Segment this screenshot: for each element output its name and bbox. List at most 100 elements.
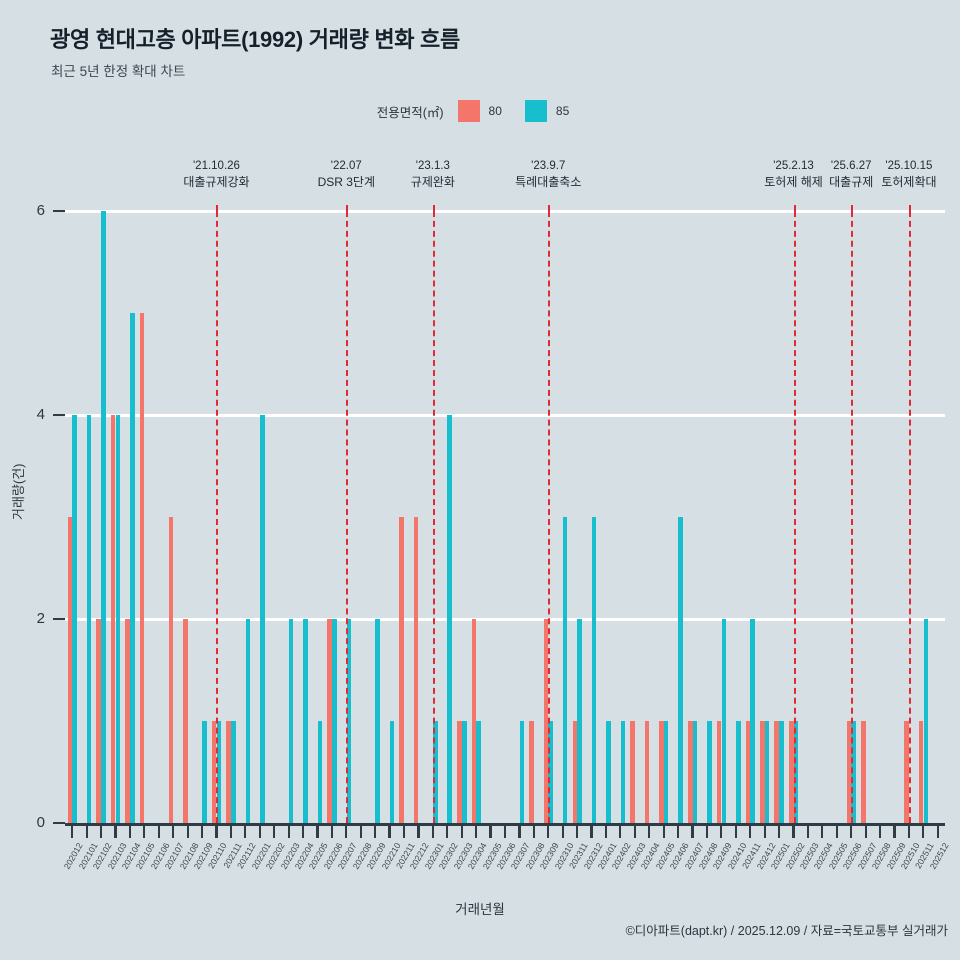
x-tick-202401 xyxy=(604,826,608,838)
bar-85-202501[interactable] xyxy=(779,721,784,823)
x-tick-202110 xyxy=(215,826,218,838)
bar-85-202103[interactable] xyxy=(115,415,121,823)
bar-80-202405[interactable] xyxy=(659,721,664,823)
bar-85-202110[interactable] xyxy=(216,721,222,823)
bar-80-202104[interactable] xyxy=(125,619,130,823)
bar-85-202406[interactable] xyxy=(678,517,683,823)
bar-85-202112[interactable] xyxy=(245,619,251,823)
x-tick-202406 xyxy=(677,826,680,838)
bar-85-202109[interactable] xyxy=(202,721,207,823)
bar-85-202012[interactable] xyxy=(72,415,77,823)
event-label-202506: '25.6.27 대출규제 xyxy=(829,158,873,190)
bar-85-202301[interactable] xyxy=(433,721,438,823)
bar-80-202308[interactable] xyxy=(529,721,534,823)
bar-85-202111[interactable] xyxy=(231,721,236,823)
bar-85-202207[interactable] xyxy=(346,619,352,823)
event-date-202506: '25.6.27 xyxy=(830,160,872,172)
bar-80-202304[interactable] xyxy=(471,619,477,823)
bar-85-202401[interactable] xyxy=(606,721,611,823)
bar-80-202510[interactable] xyxy=(904,721,909,823)
bar-85-202101[interactable] xyxy=(86,415,92,823)
bar-80-202212[interactable] xyxy=(413,517,419,823)
bar-85-202405[interactable] xyxy=(663,721,669,823)
bar-80-202309[interactable] xyxy=(543,619,549,823)
x-tick-202408 xyxy=(705,826,709,838)
bar-85-202303[interactable] xyxy=(461,721,467,823)
x-tick-202303 xyxy=(460,826,463,838)
bar-80-202506[interactable] xyxy=(846,721,852,823)
event-line-cap-202309 xyxy=(548,205,551,214)
x-tick-202312 xyxy=(590,826,593,838)
bar-80-202311[interactable] xyxy=(572,721,578,823)
bar-80-202303[interactable] xyxy=(457,721,462,823)
bar-85-202506[interactable] xyxy=(851,721,857,823)
bar-85-202411[interactable] xyxy=(750,619,756,823)
y-tick-mark-0 xyxy=(53,821,65,825)
bar-85-202410[interactable] xyxy=(736,721,741,823)
bar-85-202409[interactable] xyxy=(721,619,727,823)
x-axis-ticks: 202012 202101 202102 202103 202104 202105 2021… xyxy=(62,826,950,896)
x-tick-202202 xyxy=(273,826,276,838)
bar-85-202304[interactable] xyxy=(476,721,481,823)
legend-swatch-85[interactable] xyxy=(524,100,547,122)
event-line-cap-202207 xyxy=(346,205,349,214)
event-line-cap-202510 xyxy=(908,205,911,214)
bar-85-202307[interactable] xyxy=(519,721,525,823)
event-line-202309 xyxy=(548,211,551,823)
bar-85-202311[interactable] xyxy=(577,619,582,823)
bar-85-202102[interactable] xyxy=(101,211,106,823)
x-tick-202212 xyxy=(417,826,420,838)
bar-85-202209[interactable] xyxy=(375,619,380,823)
bar-85-202205[interactable] xyxy=(317,721,323,823)
bar-85-202312[interactable] xyxy=(591,517,597,823)
event-line-cap-202110 xyxy=(216,205,219,214)
bar-80-202404[interactable] xyxy=(644,721,650,823)
bar-80-202102[interactable] xyxy=(96,619,102,823)
bar-85-202412[interactable] xyxy=(764,721,770,823)
bar-80-202111[interactable] xyxy=(226,721,231,823)
bar-85-202511[interactable] xyxy=(923,619,929,823)
bar-80-202407[interactable] xyxy=(687,721,693,823)
bar-85-202204[interactable] xyxy=(303,619,308,823)
bar-85-202201[interactable] xyxy=(259,415,265,823)
bar-80-202206[interactable] xyxy=(327,619,332,823)
x-tick-202402 xyxy=(619,826,622,838)
bar-80-202511[interactable] xyxy=(918,721,924,823)
legend-swatch-80[interactable] xyxy=(457,100,480,122)
bar-80-202412[interactable] xyxy=(760,721,765,823)
bar-80-202501[interactable] xyxy=(774,721,780,823)
event-date-202309: '23.9.7 xyxy=(531,160,566,172)
bar-80-202107[interactable] xyxy=(168,517,174,823)
bar-80-202108[interactable] xyxy=(183,619,188,823)
bar-85-202310[interactable] xyxy=(562,517,568,823)
y-axis-title: 거래량(건) xyxy=(11,463,26,521)
bar-80-202403[interactable] xyxy=(630,721,635,823)
x-tick-202508 xyxy=(878,826,882,838)
bar-85-202203[interactable] xyxy=(288,619,294,823)
bar-80-202502[interactable] xyxy=(788,721,794,823)
plot-area xyxy=(65,209,945,823)
y-tick-label-2: 2 xyxy=(36,610,45,627)
bar-80-202411[interactable] xyxy=(745,721,751,823)
gridline-4 xyxy=(65,413,945,417)
bar-80-202105[interactable] xyxy=(139,313,145,823)
x-tick-202412 xyxy=(763,826,766,838)
bar-80-202409[interactable] xyxy=(716,721,722,823)
bar-80-202507[interactable] xyxy=(861,721,866,823)
bar-85-202210[interactable] xyxy=(389,721,395,823)
bar-80-202012[interactable] xyxy=(67,517,73,823)
bar-85-202309[interactable] xyxy=(548,721,554,823)
event-desc-202309: 특례대출축소 xyxy=(515,175,582,189)
bar-85-202502[interactable] xyxy=(793,721,799,823)
bar-85-202407[interactable] xyxy=(692,721,698,823)
y-tick-label-4: 4 xyxy=(36,406,45,423)
bar-85-202104[interactable] xyxy=(130,313,135,823)
event-desc-202301: 규제완화 xyxy=(410,175,455,189)
bar-80-202211[interactable] xyxy=(399,517,404,823)
bar-85-202206[interactable] xyxy=(332,619,337,823)
bar-80-202110[interactable] xyxy=(211,721,217,823)
bar-85-202302[interactable] xyxy=(447,415,453,823)
bar-85-202402[interactable] xyxy=(620,721,626,823)
bar-85-202408[interactable] xyxy=(707,721,712,823)
bar-80-202103[interactable] xyxy=(110,415,116,823)
